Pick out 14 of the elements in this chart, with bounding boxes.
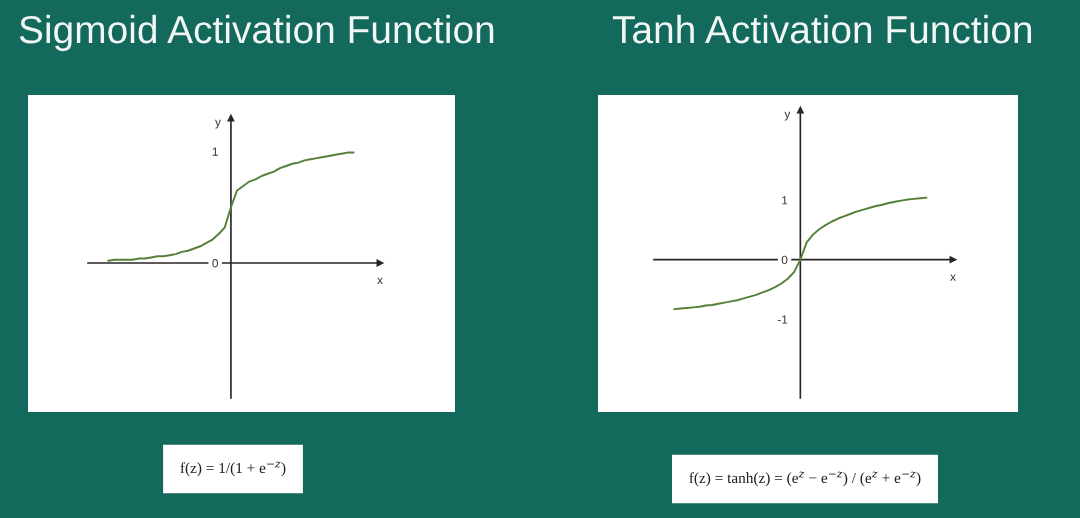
- y-tick-label: -1: [777, 315, 788, 324]
- y-tick-label: 1: [782, 196, 788, 205]
- x-axis-title: x: [377, 277, 383, 285]
- text: f(z) = tanh(z) = (e$^{z}$ − e$^{−z}$) / (e$^{z}$ + e$^{−z}$): [689, 471, 921, 487]
- y-tick-label: 0: [781, 255, 788, 265]
- y-tick-label: 0: [212, 259, 218, 268]
- text: f(z) = 1/(1 + e$^{−z}$): [180, 461, 286, 477]
- y-tick-label: 1: [212, 147, 218, 156]
- chart-title: Tanh Activation Function: [612, 14, 1032, 44]
- y-axis-title: y: [215, 119, 221, 129]
- chart-title: Sigmoid Activation Function: [19, 14, 494, 52]
- line-series: [673, 196, 928, 311]
- y-axis-title: y: [784, 111, 791, 121]
- x-axis-title: x: [950, 274, 956, 281]
